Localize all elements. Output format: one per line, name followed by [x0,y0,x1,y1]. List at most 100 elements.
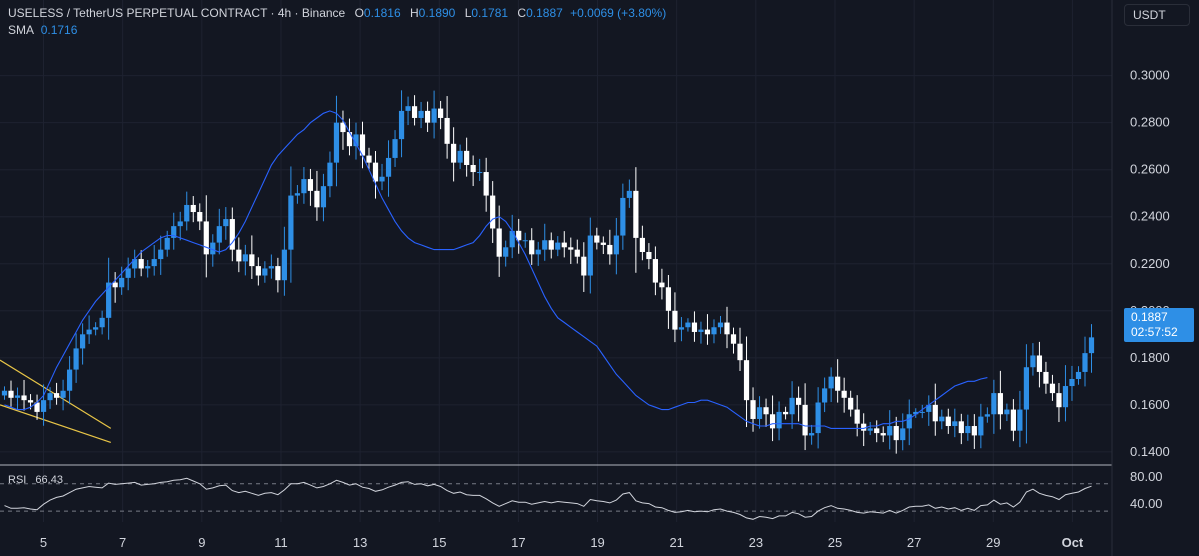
candle[interactable] [379,163,385,191]
candle[interactable] [835,359,841,403]
candle[interactable] [776,401,782,441]
candle[interactable] [743,336,750,428]
candle[interactable] [997,370,1003,430]
candle[interactable] [874,420,880,443]
candle[interactable] [314,170,320,221]
candle[interactable] [281,226,287,296]
candle[interactable] [34,394,40,420]
candle[interactable] [646,243,652,270]
candle[interactable] [711,319,717,344]
candle[interactable] [294,185,301,204]
candle[interactable] [991,379,997,434]
candle[interactable] [652,246,658,296]
candle[interactable] [138,250,144,277]
candle[interactable] [418,101,424,129]
candle[interactable] [346,118,353,156]
candle[interactable] [210,234,216,267]
candle[interactable] [457,144,463,169]
candle[interactable] [978,403,984,449]
candle[interactable] [405,96,411,126]
candle[interactable] [945,408,951,434]
candle[interactable] [86,315,92,344]
candle[interactable] [340,110,346,150]
candle[interactable] [529,228,535,265]
candle[interactable] [815,387,821,449]
candle[interactable] [704,314,711,345]
candle[interactable] [112,272,118,303]
price-axis[interactable]: 0.30000.28000.26000.24000.22000.20000.18… [1130,68,1170,512]
candle[interactable] [756,396,763,429]
currency-selector[interactable]: USDT [1124,4,1190,26]
candle[interactable] [1017,390,1023,448]
candle[interactable] [887,410,893,450]
candle[interactable] [613,217,619,275]
candle[interactable] [359,121,366,169]
candle[interactable] [99,310,105,335]
candle[interactable] [184,191,190,231]
candle[interactable] [451,127,457,182]
candle[interactable] [333,95,340,187]
candle[interactable] [288,166,294,283]
rsi-legend[interactable]: RSI 66.43 [8,474,63,486]
candle[interactable] [229,207,235,262]
candle[interactable] [366,147,372,170]
candle[interactable] [1075,366,1082,385]
candle[interactable] [411,95,418,126]
candle[interactable] [809,424,815,445]
candle[interactable] [1,386,8,400]
candle[interactable] [268,254,274,279]
candle[interactable] [275,257,281,293]
candle[interactable] [919,404,925,419]
candle[interactable] [574,239,580,264]
candle[interactable] [939,409,945,430]
candle[interactable] [249,235,255,279]
candle[interactable] [1036,341,1043,388]
candle[interactable] [685,318,691,332]
candle[interactable] [659,268,665,300]
candle[interactable] [1069,365,1075,401]
candle[interactable] [854,395,860,437]
candle[interactable] [900,413,906,451]
candle[interactable] [171,212,177,250]
candlesticks[interactable] [1,90,1095,454]
candle[interactable] [73,333,79,383]
candle[interactable] [145,259,151,278]
candle[interactable] [848,390,854,417]
candle[interactable] [678,317,685,342]
candle[interactable] [1062,365,1069,422]
candle[interactable] [913,408,919,418]
candle[interactable] [626,179,632,208]
candle[interactable] [568,237,574,264]
candle[interactable] [93,322,99,336]
candle[interactable] [782,406,789,420]
candle[interactable] [971,414,977,449]
candle[interactable] [8,380,14,407]
candle[interactable] [600,236,606,254]
candle[interactable] [438,100,444,130]
candle[interactable] [1049,374,1056,401]
candle[interactable] [177,211,183,241]
candle[interactable] [398,90,405,158]
candle[interactable] [53,382,60,405]
candle[interactable] [750,387,756,432]
candle[interactable] [698,321,704,344]
candle[interactable] [327,151,333,198]
candle[interactable] [522,232,528,248]
candle[interactable] [477,158,483,181]
candle[interactable] [464,137,470,177]
candle[interactable] [958,413,964,445]
candle[interactable] [47,387,53,409]
candle[interactable] [841,377,847,413]
sma-legend[interactable]: SMA 0.1716 [8,23,77,37]
candle[interactable] [672,292,678,343]
candle[interactable] [581,242,587,292]
candle[interactable] [158,235,164,275]
candle[interactable] [984,407,990,423]
candle[interactable] [236,237,242,273]
candle[interactable] [965,414,971,441]
candle[interactable] [861,413,867,447]
candle[interactable] [255,257,261,286]
candle[interactable] [164,230,170,257]
candle[interactable] [190,196,196,223]
